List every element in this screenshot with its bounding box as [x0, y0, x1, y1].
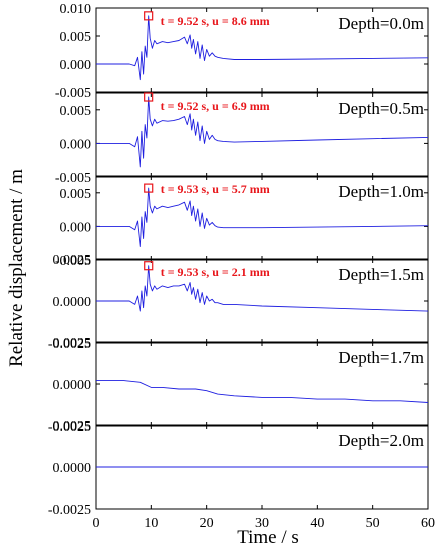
y-tick-label: 0.005: [60, 30, 92, 45]
x-axis: 0 10 20 30 40 50 60: [93, 516, 436, 531]
panel-depth-5: 0.0025 0.0000 -0.0025 Depth=2.0m: [48, 419, 429, 518]
x-tick-label: 20: [200, 516, 214, 531]
panel-depth-2: 0.005 0.000 -0.005 Depth=1.0m t = 9.53 s, u …: [55, 175, 429, 269]
peak-marker: [144, 261, 154, 271]
y-tick-label: 0.000: [60, 137, 92, 152]
series-line: [96, 187, 429, 248]
y-tick-label: -0.005: [55, 254, 91, 269]
y-tick-label: 0.010: [60, 2, 92, 17]
y-tick-label: 0.0025: [53, 336, 92, 351]
panel-depth-3: 0.0025 0.0000 -0.0025 Depth=1.5m t = 9.53 s,…: [48, 253, 429, 352]
depth-label: Depth=1.0m: [338, 182, 424, 201]
y-tick-label: -0.0025: [48, 503, 91, 518]
peak-annotation: t = 9.52 s, u = 6.9 mm: [161, 99, 270, 113]
y-tick-label: 0.000: [60, 220, 92, 235]
depth-label: Depth=1.7m: [338, 348, 424, 367]
peak-annotation: t = 9.53 s, u = 2.1 mm: [161, 265, 270, 279]
y-axis-title: Relative displacement / m: [6, 169, 27, 367]
peak-marker: [144, 11, 154, 21]
series-line: [96, 265, 429, 312]
peak-annotation: t = 9.53 s, u = 5.7 mm: [161, 182, 270, 196]
y-tick-label: 0.0025: [53, 253, 92, 268]
y-tick-label: -0.0025: [48, 420, 91, 435]
x-tick-label: 10: [144, 516, 158, 531]
y-tick-label: -0.005: [55, 171, 91, 186]
x-axis-title: Time / s: [237, 527, 299, 548]
y-tick-label: 0.000: [60, 58, 92, 73]
depth-label: Depth=2.0m: [338, 431, 424, 450]
panels-group: 0.010 0.005 0.000 -0.005 Depth=0.0m t = 9.52 …: [48, 2, 429, 518]
panel-depth-0: 0.010 0.005 0.000 -0.005 Depth=0.0m t = 9.52 …: [55, 2, 429, 101]
y-tick-label: 0.0025: [53, 419, 92, 434]
series-line: [96, 380, 429, 403]
panel-depth-4: 0.0025 0.0000 -0.0025 Depth=1.7m: [48, 336, 429, 435]
x-tick-label: 30: [255, 516, 269, 531]
y-tick-label: 0.005: [60, 187, 92, 202]
x-tick-label: 50: [366, 516, 380, 531]
y-tick-label: 0.0000: [53, 295, 92, 310]
peak-annotation: t = 9.52 s, u = 8.6 mm: [161, 14, 270, 28]
depth-label: Depth=1.5m: [338, 265, 424, 284]
y-tick-label: -0.0025: [48, 337, 91, 352]
y-tick-label: 0.0000: [53, 461, 92, 476]
peak-marker: [144, 183, 154, 193]
x-tick-label: 40: [310, 516, 324, 531]
y-tick-label: 0.0000: [53, 378, 92, 393]
series-line: [96, 96, 429, 168]
y-tick-label: -0.005: [55, 86, 91, 101]
peak-marker: [144, 92, 154, 102]
x-tick-label: 60: [421, 516, 435, 531]
series-line: [96, 15, 429, 81]
x-tick-label: 0: [93, 516, 100, 531]
panel-depth-1: 0.005 0.000 -0.005 Depth=0.5m t = 9.52 s, u …: [55, 92, 429, 186]
y-tick-label: 0.005: [60, 104, 92, 119]
depth-label: Depth=0.0m: [338, 14, 424, 33]
depth-label: Depth=0.5m: [338, 99, 424, 118]
